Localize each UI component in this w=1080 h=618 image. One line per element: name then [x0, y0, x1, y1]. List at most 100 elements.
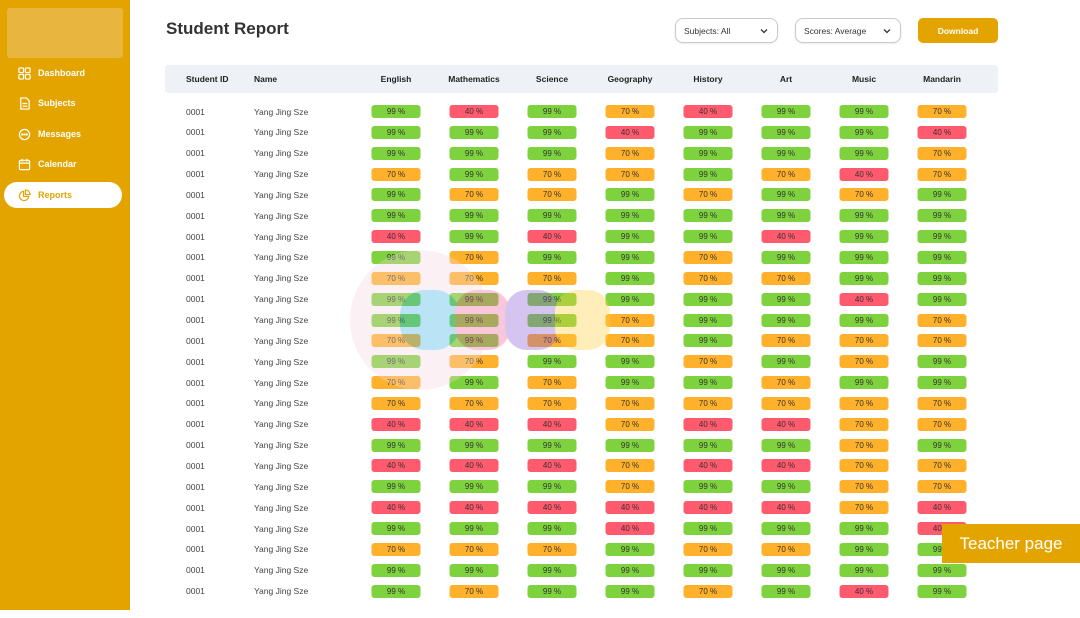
score-badge: 70 %: [527, 271, 577, 285]
score-badge: 70 %: [683, 584, 733, 598]
score-badge: 99 %: [839, 522, 889, 535]
table-row[interactable]: 0001 Yang Jing Sze 99 % 99 % 99 % 40 % 99 % 99 …: [165, 122, 998, 143]
score-badge: 70 %: [449, 188, 499, 202]
student-name-cell: Yang Jing Sze: [254, 148, 309, 159]
table-row[interactable]: 0001 Yang Jing Sze 99 % 99 % 99 % 70 % 99 % 99 …: [165, 310, 998, 331]
score-badge: 99 %: [761, 522, 811, 535]
table-row[interactable]: 0001 Yang Jing Sze 40 % 40 % 40 % 40 % 40 % 40 …: [165, 498, 998, 519]
score-badge: 99 %: [449, 563, 499, 577]
chevron-down-icon: [883, 28, 891, 33]
score-badge: 99 %: [371, 292, 421, 306]
score-badge: 40 %: [605, 125, 655, 139]
sidebar-item-label: Subjects: [38, 98, 76, 108]
score-badge: 70 %: [917, 459, 967, 473]
table-row[interactable]: 0001 Yang Jing Sze 40 % 40 % 40 % 70 % 40 % 40 …: [165, 456, 998, 477]
sidebar-item-reports[interactable]: Reports: [4, 182, 122, 208]
score-badge: 99 %: [371, 584, 421, 598]
score-badge: 70 %: [527, 188, 577, 202]
table-row[interactable]: 0001 Yang Jing Sze 40 % 40 % 40 % 70 % 40 % 40 …: [165, 414, 998, 435]
score-badge: 99 %: [761, 105, 811, 118]
table-row[interactable]: 0001 Yang Jing Sze 99 % 40 % 99 % 70 % 40 % 99 …: [165, 102, 998, 123]
score-badge: 40 %: [839, 584, 889, 598]
subjects-filter-dropdown[interactable]: Subjects: All: [675, 18, 778, 43]
column-header-english[interactable]: English: [380, 74, 412, 84]
table-row[interactable]: 0001 Yang Jing Sze 99 % 70 % 99 % 99 % 70 % 99 …: [165, 352, 998, 373]
score-badge: 99 %: [527, 584, 577, 598]
student-id-cell: 0001: [186, 377, 205, 388]
score-badge: 70 %: [917, 417, 967, 431]
table-row[interactable]: 0001 Yang Jing Sze 99 % 99 % 99 % 99 % 99 % 99 …: [165, 206, 998, 227]
student-id-cell: 0001: [186, 481, 205, 492]
column-header-geography[interactable]: Geography: [607, 74, 653, 84]
table-row[interactable]: 0001 Yang Jing Sze 99 % 70 % 70 % 99 % 70 % 99 …: [165, 185, 998, 206]
student-id-cell: 0001: [186, 398, 205, 409]
sidebar-item-subjects[interactable]: Subjects: [4, 90, 122, 116]
score-badge: 99 %: [839, 105, 889, 118]
chat-icon: [18, 128, 31, 140]
table-row[interactable]: 0001 Yang Jing Sze 70 % 99 % 70 % 99 % 99 % 70 …: [165, 373, 998, 394]
column-header-science[interactable]: Science: [535, 74, 569, 84]
sidebar-item-calendar[interactable]: Calendar: [4, 151, 122, 177]
score-badge: 70 %: [917, 480, 967, 494]
score-badge: 40 %: [761, 501, 811, 515]
score-badge: 99 %: [839, 250, 889, 264]
column-header-name[interactable]: Name: [254, 74, 278, 84]
teacher-page-label: Teacher page: [942, 524, 1080, 563]
table-row[interactable]: 0001 Yang Jing Sze 99 % 99 % 99 % 99 % 99 % 99 …: [165, 560, 998, 581]
download-button[interactable]: Download: [918, 18, 998, 43]
score-badge: 70 %: [527, 334, 577, 348]
student-id-cell: 0001: [186, 523, 205, 534]
table-row[interactable]: 0001 Yang Jing Sze 70 % 70 % 70 % 99 % 70 % 70 …: [165, 539, 998, 560]
score-badge: 40 %: [371, 459, 421, 473]
score-badge: 99 %: [761, 292, 811, 306]
score-badge: 70 %: [371, 542, 421, 556]
table-row[interactable]: 0001 Yang Jing Sze 70 % 70 % 70 % 99 % 70 % 70 …: [165, 268, 998, 289]
table-row[interactable]: 0001 Yang Jing Sze 99 % 99 % 99 % 99 % 99 % 99 …: [165, 289, 998, 310]
score-badge: 99 %: [683, 146, 733, 160]
score-badge: 70 %: [371, 396, 421, 410]
student-id-cell: 0001: [186, 127, 205, 138]
score-badge: 40 %: [761, 230, 811, 244]
sidebar-item-messages[interactable]: Messages: [4, 121, 122, 147]
score-badge: 99 %: [839, 376, 889, 390]
column-header-history[interactable]: History: [693, 74, 723, 84]
column-header-art[interactable]: Art: [779, 74, 793, 84]
table-row[interactable]: 0001 Yang Jing Sze 70 % 99 % 70 % 70 % 99 % 70 …: [165, 331, 998, 352]
score-badge: 40 %: [449, 105, 499, 118]
score-badge: 99 %: [449, 522, 499, 535]
score-badge: 99 %: [527, 522, 577, 535]
score-badge: 40 %: [527, 417, 577, 431]
score-badge: 70 %: [917, 334, 967, 348]
column-header-mathematics[interactable]: Mathematics: [448, 74, 500, 84]
column-header-music[interactable]: Music: [851, 74, 877, 84]
score-badge: 40 %: [527, 459, 577, 473]
sidebar-item-label: Dashboard: [38, 68, 86, 78]
score-badge: 70 %: [605, 167, 655, 181]
score-badge: 99 %: [527, 250, 577, 264]
table-row[interactable]: 0001 Yang Jing Sze 99 % 99 % 99 % 70 % 99 % 99 …: [165, 143, 998, 164]
score-badge: 99 %: [449, 167, 499, 181]
score-badge: 70 %: [917, 146, 967, 160]
table-row[interactable]: 0001 Yang Jing Sze 99 % 99 % 99 % 40 % 99 % 99 …: [165, 519, 998, 540]
score-badge: 99 %: [761, 146, 811, 160]
score-badge: 99 %: [839, 209, 889, 223]
score-badge: 99 %: [683, 230, 733, 244]
table-row[interactable]: 0001 Yang Jing Sze 40 % 99 % 40 % 99 % 99 % 40 …: [165, 227, 998, 248]
scores-filter-dropdown[interactable]: Scores: Average: [795, 18, 901, 43]
score-badge: 70 %: [839, 355, 889, 369]
score-badge: 99 %: [683, 167, 733, 181]
column-header-student-id[interactable]: Student ID: [186, 74, 229, 84]
table-row[interactable]: 0001 Yang Jing Sze 99 % 99 % 99 % 70 % 99 % 99 …: [165, 477, 998, 498]
column-header-mandarin[interactable]: Mandarin: [923, 74, 961, 84]
table-row[interactable]: 0001 Yang Jing Sze 70 % 99 % 70 % 70 % 99 % 70 …: [165, 164, 998, 185]
score-badge: 99 %: [605, 376, 655, 390]
score-badge: 99 %: [605, 271, 655, 285]
table-row[interactable]: 0001 Yang Jing Sze 99 % 99 % 99 % 99 % 99 % 99 …: [165, 435, 998, 456]
score-badge: 70 %: [839, 396, 889, 410]
score-badge: 99 %: [527, 125, 577, 139]
table-row[interactable]: 0001 Yang Jing Sze 99 % 70 % 99 % 99 % 70 % 99 …: [165, 247, 998, 268]
table-row[interactable]: 0001 Yang Jing Sze 70 % 70 % 70 % 70 % 70 % 70 …: [165, 393, 998, 414]
table-row[interactable]: 0001 Yang Jing Sze 99 % 70 % 99 % 99 % 70 % 99 …: [165, 581, 998, 602]
sidebar-item-dashboard[interactable]: Dashboard: [4, 60, 122, 86]
student-name-cell: Yang Jing Sze: [254, 335, 309, 346]
